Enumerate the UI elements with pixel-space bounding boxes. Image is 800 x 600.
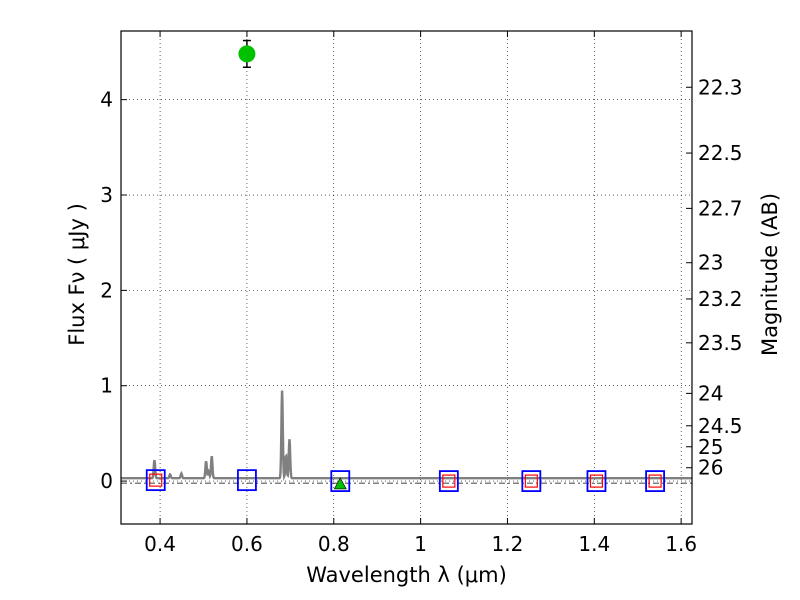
upper-limit-box xyxy=(237,469,257,492)
x-tick-label: 0.4 xyxy=(144,532,176,556)
y-tick-label: 2 xyxy=(100,278,113,302)
x-tick-label: 0.8 xyxy=(318,532,350,556)
marker-layer xyxy=(145,39,665,492)
y2-tick-label: 22.3 xyxy=(698,75,743,99)
y2-tick-label: 22.7 xyxy=(698,196,743,220)
upper-limit-inner-box xyxy=(589,474,604,488)
upper-limit-inner-box xyxy=(524,474,538,488)
y2-tick-label: 23 xyxy=(698,251,723,275)
x-tick-label: 1.2 xyxy=(492,532,524,556)
model-layer xyxy=(121,390,692,484)
upper-limit-box xyxy=(645,470,665,492)
upper-limit-box xyxy=(330,470,351,492)
y2-tick-label: 24 xyxy=(698,381,723,405)
triangle-marker xyxy=(333,477,347,490)
y-tick-label: 3 xyxy=(100,183,113,207)
upper-limit-box xyxy=(145,469,166,492)
x-axis-label: Wavelength λ (μm) xyxy=(306,563,507,587)
y-tick-label: 0 xyxy=(100,469,113,493)
y2-tick-label: 26 xyxy=(698,456,723,480)
y2-tick-label: 22.5 xyxy=(698,141,743,165)
upper-limit-box xyxy=(586,470,607,492)
grid-layer xyxy=(121,31,692,524)
x-tick-label: 1.4 xyxy=(578,532,610,556)
tick-layer: 0.4 0.6 0.8 1 1.2 1.4 1.60123422.322.522.72323… xyxy=(100,31,743,556)
y2-tick-label: 23.5 xyxy=(698,331,743,355)
model-spectrum-line xyxy=(121,390,692,482)
x-tick-label: 1.6 xyxy=(665,532,697,556)
y-tick-label: 4 xyxy=(100,88,113,112)
y-tick-label: 1 xyxy=(100,374,113,398)
upper-limit-inner-box xyxy=(648,474,662,488)
x-tick-label: 1 xyxy=(414,532,427,556)
y-axis-label: Flux Fν ( μJy ) xyxy=(65,203,89,346)
upper-limit-box xyxy=(521,470,542,492)
y2-tick-label: 24.5 xyxy=(698,414,743,438)
y2-axis-label: Magnitude (AB) xyxy=(758,193,782,356)
upper-limit-inner-box xyxy=(149,473,163,487)
upper-limit-box xyxy=(438,470,459,492)
plot-frame xyxy=(120,30,693,525)
y2-tick-label: 23.2 xyxy=(698,287,743,311)
upper-limit-inner-box xyxy=(442,474,456,488)
detection-point xyxy=(238,45,256,63)
x-tick-label: 0.6 xyxy=(231,532,263,556)
y2-tick-label: 25 xyxy=(698,435,723,459)
